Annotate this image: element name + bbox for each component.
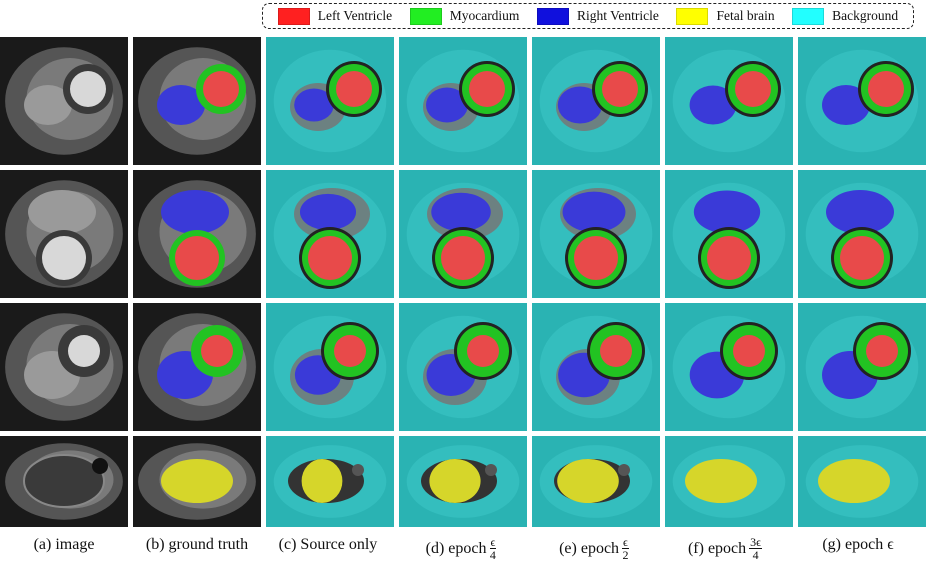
- legend: Left Ventricle Myocardium Right Ventricl…: [262, 3, 914, 29]
- tile-row3-source-only: [266, 303, 394, 431]
- caption-a-text: (a) image: [33, 536, 95, 553]
- tile-image: [532, 37, 660, 165]
- tile-image: [532, 436, 660, 527]
- fraction-numerator: ϵ: [622, 535, 629, 549]
- tile-row3-image: [0, 303, 128, 431]
- fraction-denominator: 2: [622, 548, 629, 562]
- caption-g-text: (g) epoch ϵ: [822, 536, 894, 553]
- tile-image: [0, 303, 128, 431]
- caption-b-text: (b) ground truth: [145, 536, 249, 553]
- caption-f: (f) epoch 3ϵ 4: [655, 536, 795, 561]
- tile-image: [399, 303, 527, 431]
- tile-image: [0, 436, 128, 527]
- tile-image: [399, 436, 527, 527]
- legend-item-background: Background: [792, 7, 899, 25]
- caption-d-text: (d) epoch: [425, 539, 487, 557]
- tile-row3-epoch-full: [798, 303, 926, 431]
- tile-image: [532, 170, 660, 298]
- legend-swatch-right-ventricle: [537, 7, 570, 25]
- tile-row4-epoch-half: [532, 436, 660, 527]
- tile-row1-epoch-quarter: [399, 37, 527, 165]
- tile-row2-epoch-half: [532, 170, 660, 298]
- tile-row2-image: [0, 170, 128, 298]
- tile-row1-image: [0, 37, 128, 165]
- tile-row4-image: [0, 436, 128, 527]
- caption-g: (g) epoch ϵ: [788, 536, 926, 554]
- legend-label: Background: [832, 8, 899, 23]
- legend-swatch-left-ventricle: [277, 7, 310, 25]
- caption-c: (c) Source only: [258, 536, 398, 554]
- tile-row2-source-only: [266, 170, 394, 298]
- tile-row1-epoch-full: [798, 37, 926, 165]
- tile-image: [266, 436, 394, 527]
- tile-image: [133, 303, 261, 431]
- fraction-denominator: 4: [752, 548, 759, 562]
- tile-image: [532, 303, 660, 431]
- tile-row1-epoch-half: [532, 37, 660, 165]
- tile-row1-ground-truth: [133, 37, 261, 165]
- tile-row3-epoch-quarter: [399, 303, 527, 431]
- legend-item-left-ventricle: Left Ventricle: [277, 7, 393, 25]
- tile-image: [798, 303, 926, 431]
- tile-image: [266, 303, 394, 431]
- tile-image: [665, 436, 793, 527]
- caption-a: (a) image: [0, 536, 134, 554]
- tile-row4-epoch-full: [798, 436, 926, 527]
- tile-image: [798, 170, 926, 298]
- tile-image: [798, 37, 926, 165]
- caption-d: (d) epoch ϵ 4: [391, 536, 531, 561]
- tile-image: [0, 37, 128, 165]
- caption-f-text: (f) epoch: [687, 539, 747, 557]
- caption-b: (b) ground truth: [127, 536, 267, 554]
- legend-item-fetal-brain: Fetal brain: [676, 7, 775, 25]
- legend-item-myocardium: Myocardium: [409, 7, 520, 25]
- tile-image: [266, 37, 394, 165]
- tile-row4-epoch-quarter: [399, 436, 527, 527]
- legend-label: Left Ventricle: [317, 8, 393, 23]
- legend-label: Right Ventricle: [577, 8, 659, 23]
- caption-d-fraction: ϵ 4: [489, 535, 497, 562]
- caption-e-text: (e) epoch: [559, 539, 620, 557]
- tile-row2-epoch-three-quarter: [665, 170, 793, 298]
- legend-label: Fetal brain: [716, 8, 775, 23]
- tile-row2-ground-truth: [133, 170, 261, 298]
- tile-image: [133, 170, 261, 298]
- tile-row1-epoch-three-quarter: [665, 37, 793, 165]
- tile-row2-epoch-quarter: [399, 170, 527, 298]
- tile-image: [798, 436, 926, 527]
- legend-swatch-fetal-brain: [676, 7, 709, 25]
- tile-image: [133, 37, 261, 165]
- tile-image: [133, 436, 261, 527]
- caption-c-text: (c) Source only: [278, 536, 378, 553]
- legend-swatch-myocardium: [409, 7, 442, 25]
- tile-image: [0, 170, 128, 298]
- caption-e-fraction: ϵ 2: [622, 536, 629, 561]
- tile-row4-source-only: [266, 436, 394, 527]
- tile-row3-ground-truth: [133, 303, 261, 431]
- tile-image: [665, 170, 793, 298]
- tile-image: [399, 170, 527, 298]
- tile-row4-epoch-three-quarter: [665, 436, 793, 527]
- fraction-numerator: 3ϵ: [749, 535, 763, 549]
- legend-item-right-ventricle: Right Ventricle: [537, 7, 659, 25]
- tile-image: [665, 303, 793, 431]
- tile-row4-ground-truth: [133, 436, 261, 527]
- tile-row3-epoch-three-quarter: [665, 303, 793, 431]
- tile-image: [266, 170, 394, 298]
- tile-row3-epoch-half: [532, 303, 660, 431]
- tile-row2-epoch-full: [798, 170, 926, 298]
- tile-row1-source-only: [266, 37, 394, 165]
- legend-swatch-background: [792, 7, 825, 25]
- tile-image: [665, 37, 793, 165]
- legend-label: Myocardium: [449, 8, 520, 23]
- fraction-numerator: ϵ: [489, 535, 497, 549]
- fraction-denominator: 4: [489, 548, 496, 562]
- caption-e: (e) epoch ϵ 2: [524, 536, 664, 561]
- caption-f-fraction: 3ϵ 4: [749, 535, 763, 562]
- tile-image: [399, 37, 527, 165]
